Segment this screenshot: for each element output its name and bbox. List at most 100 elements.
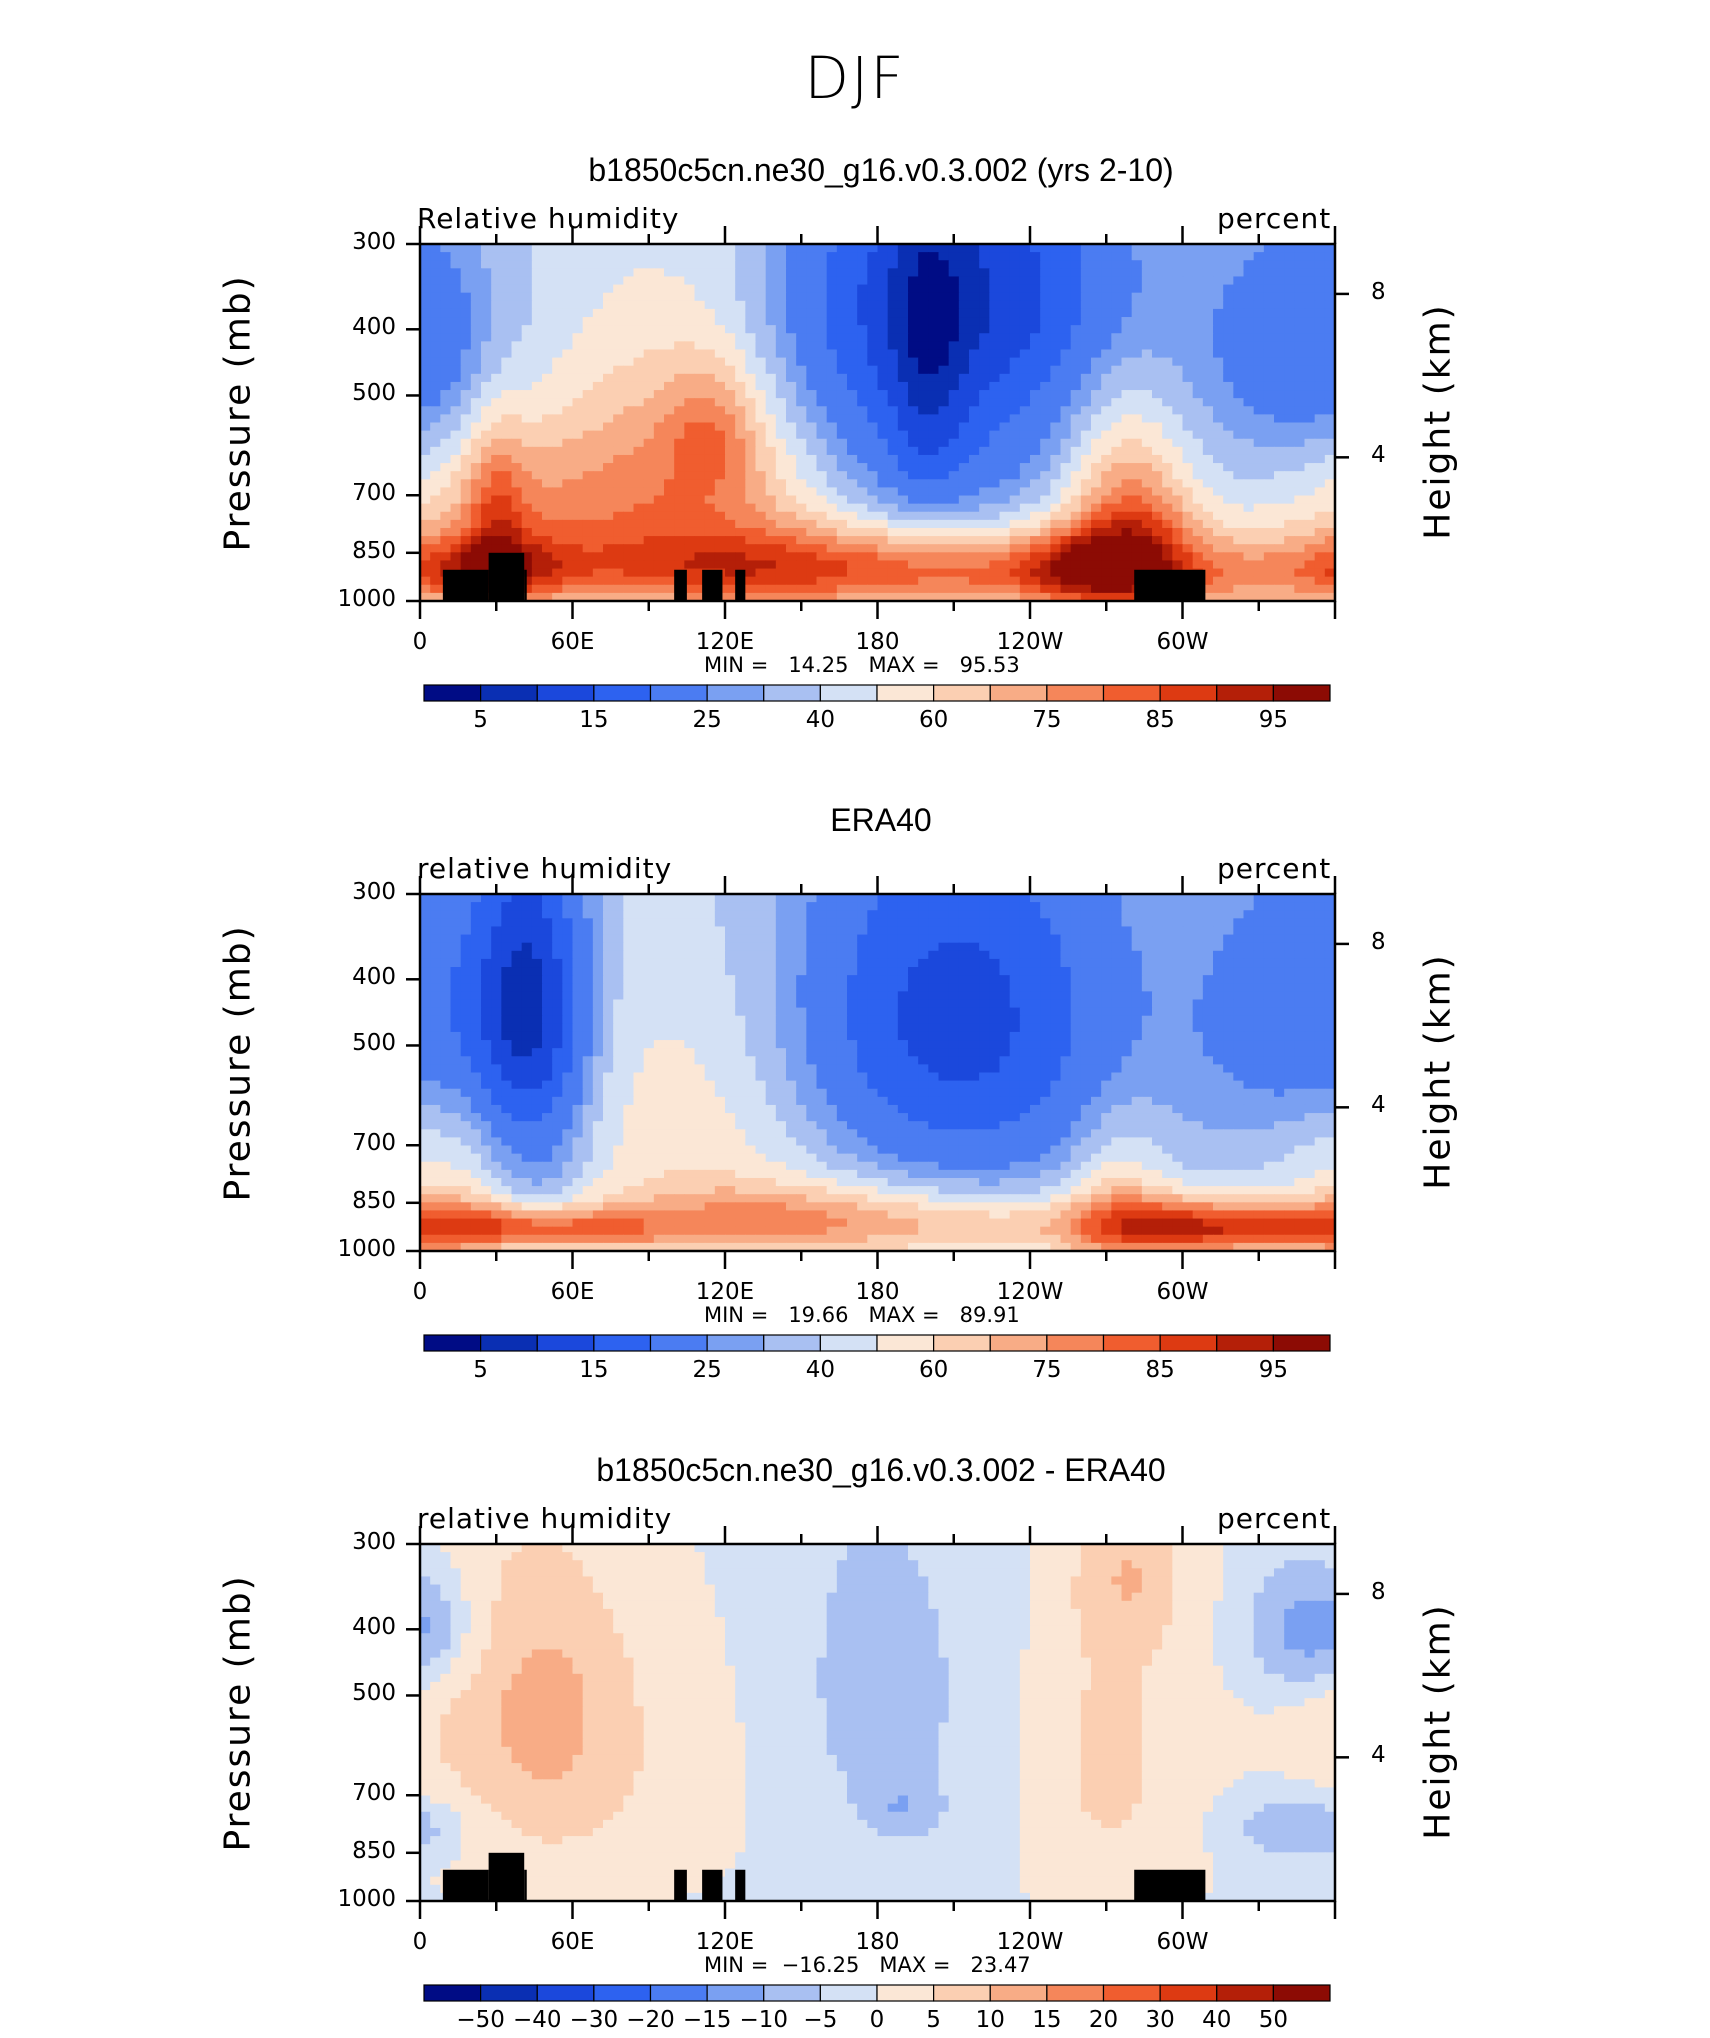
heatmap-cell — [1304, 454, 1316, 464]
heatmap-cell — [562, 894, 574, 903]
heatmap-cell — [714, 479, 726, 489]
heatmap-cell — [1141, 902, 1153, 911]
heatmap-cell — [1040, 910, 1051, 919]
heatmap-cell — [1294, 357, 1306, 367]
heatmap-cell — [714, 284, 726, 294]
heatmap-cell — [1131, 463, 1143, 472]
heatmap-cell — [1070, 487, 1082, 497]
heatmap-cell — [470, 552, 482, 562]
heatmap-cell — [867, 300, 879, 310]
heatmap-cell — [633, 942, 645, 952]
heatmap-cell — [450, 463, 462, 472]
heatmap-cell — [1294, 592, 1306, 602]
heatmap-cell — [755, 406, 767, 415]
heatmap-cell — [786, 268, 797, 278]
heatmap-cell — [592, 894, 604, 903]
heatmap-cell — [643, 357, 655, 367]
heatmap-cell — [664, 333, 675, 342]
heatmap-cell — [816, 406, 828, 415]
heatmap-cell — [796, 244, 807, 253]
heatmap-cell — [735, 471, 746, 480]
heatmap-cell — [1121, 260, 1133, 269]
heatmap-cell — [796, 926, 807, 936]
heatmap-cell — [714, 942, 726, 952]
heatmap-cell — [1263, 244, 1275, 253]
heatmap-cell — [765, 341, 777, 351]
heatmap-cell — [572, 926, 584, 936]
heatmap-cell — [1111, 934, 1123, 944]
heatmap-cell — [1141, 414, 1153, 424]
heatmap-cell — [430, 308, 441, 318]
heatmap-cell — [908, 958, 919, 968]
heatmap-cell — [603, 308, 614, 318]
heatmap-cell — [857, 560, 868, 570]
heatmap-cell — [481, 934, 492, 944]
heatmap-cell — [887, 406, 899, 415]
heatmap-cell — [775, 479, 787, 489]
heatmap-cell — [1040, 479, 1051, 489]
heatmap-cell — [857, 975, 868, 984]
heatmap-cell — [969, 471, 980, 480]
heatmap-cell — [745, 592, 757, 602]
heatmap-cell — [1172, 446, 1184, 456]
heatmap-cell — [684, 308, 696, 318]
heatmap-cell — [735, 317, 746, 326]
heatmap-cell — [481, 446, 492, 456]
heatmap-cell — [826, 308, 838, 318]
heatmap-cell — [1019, 918, 1031, 928]
heatmap-cell — [1060, 592, 1072, 602]
heatmap-cell — [796, 454, 807, 464]
heatmap-cell — [1019, 446, 1031, 456]
heatmap-cell — [897, 333, 909, 342]
heatmap-cell — [979, 576, 990, 586]
heatmap-cell — [979, 292, 990, 302]
heatmap-cell — [887, 317, 899, 326]
heatmap-cell — [633, 527, 645, 537]
heatmap-cell — [1253, 276, 1265, 286]
heatmap-cell — [887, 390, 899, 399]
heatmap-cell — [582, 373, 594, 383]
heatmap-cell — [1274, 934, 1285, 944]
heatmap-cell — [450, 252, 462, 261]
heatmap-cell — [877, 519, 889, 529]
heatmap-cell — [816, 519, 828, 529]
heatmap-cell — [1091, 406, 1102, 415]
heatmap-cell — [714, 260, 726, 269]
heatmap-cell — [1019, 260, 1031, 269]
heatmap-cell — [897, 544, 909, 553]
heatmap-cell — [1070, 463, 1082, 472]
heatmap-cell — [562, 406, 574, 415]
heatmap-cell — [1121, 446, 1133, 456]
heatmap-cell — [694, 276, 706, 286]
heatmap-cell — [806, 284, 818, 294]
heatmap-cell — [1060, 414, 1072, 424]
heatmap-cell — [1314, 487, 1326, 497]
heatmap-cell — [653, 260, 665, 269]
heatmap-cell — [1213, 325, 1224, 334]
heatmap-cell — [918, 592, 929, 602]
heatmap-cell — [1141, 341, 1153, 351]
heatmap-cell — [1131, 910, 1143, 919]
heatmap-cell — [1101, 592, 1112, 602]
heatmap-cell — [603, 487, 614, 497]
heatmap-cell — [511, 268, 523, 278]
heatmap-cell — [928, 544, 940, 553]
heatmap-cell — [582, 576, 594, 586]
heatmap-cell — [816, 365, 828, 375]
heatmap-cell — [836, 536, 848, 545]
heatmap-cell — [958, 568, 970, 578]
heatmap-cell — [592, 398, 604, 407]
heatmap-cell — [999, 292, 1011, 302]
heatmap-cell — [542, 284, 553, 294]
heatmap-cell — [897, 341, 909, 351]
heatmap-cell — [1202, 438, 1214, 448]
heatmap-cell — [1324, 333, 1336, 342]
heatmap-cell — [826, 463, 838, 472]
heatmap-cell — [806, 958, 818, 968]
heatmap-cell — [1080, 430, 1092, 440]
heatmap-cell — [1223, 349, 1234, 359]
heatmap-cell — [1243, 414, 1255, 424]
heatmap-cell — [714, 975, 726, 984]
heatmap-cell — [999, 584, 1011, 594]
heatmap-cell — [501, 398, 513, 407]
